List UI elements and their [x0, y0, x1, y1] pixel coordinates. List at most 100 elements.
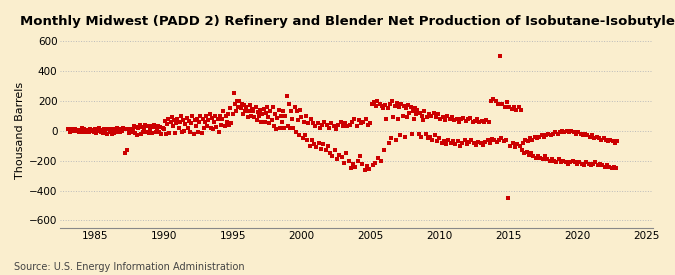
Point — [223, 122, 234, 127]
Point — [590, 160, 601, 164]
Point — [105, 130, 115, 135]
Point — [389, 104, 400, 108]
Point — [366, 102, 377, 107]
Point — [467, 120, 478, 125]
Point — [426, 114, 437, 118]
Point — [280, 114, 291, 118]
Point — [611, 166, 622, 170]
Point — [258, 107, 269, 111]
Point — [89, 127, 100, 131]
Point — [200, 114, 211, 119]
Point — [108, 127, 119, 131]
Point — [562, 161, 573, 166]
Point — [606, 166, 617, 170]
Point — [601, 163, 612, 167]
Point — [493, 138, 504, 142]
Point — [308, 121, 319, 125]
Point — [370, 161, 381, 165]
Point — [354, 118, 364, 122]
Point — [398, 104, 409, 108]
Point — [373, 155, 384, 160]
Point — [264, 121, 275, 125]
Point — [479, 120, 489, 125]
Point — [112, 130, 123, 134]
Point — [182, 116, 192, 120]
Point — [176, 114, 186, 118]
Point — [491, 140, 502, 144]
Point — [235, 106, 246, 110]
Point — [308, 142, 319, 146]
Point — [529, 134, 540, 139]
Point — [493, 102, 504, 107]
Point — [533, 154, 543, 158]
Point — [189, 118, 200, 122]
Point — [259, 120, 270, 125]
Point — [410, 106, 421, 110]
Point — [357, 161, 368, 166]
Point — [95, 130, 106, 134]
Point — [539, 154, 550, 158]
Point — [303, 121, 314, 125]
Point — [267, 105, 278, 110]
Point — [113, 127, 124, 131]
Point — [138, 130, 148, 134]
Point — [205, 125, 216, 130]
Point — [341, 151, 352, 155]
Point — [85, 127, 96, 131]
Point — [420, 131, 431, 136]
Point — [195, 114, 206, 118]
Point — [560, 160, 571, 164]
Point — [570, 131, 581, 136]
Point — [190, 124, 201, 128]
Point — [207, 116, 217, 120]
Point — [71, 129, 82, 133]
Point — [142, 124, 153, 128]
Point — [305, 117, 316, 121]
Point — [194, 120, 205, 125]
Point — [151, 130, 161, 135]
Point — [234, 98, 245, 103]
Point — [342, 124, 353, 128]
Point — [595, 161, 605, 166]
Point — [213, 130, 224, 134]
Point — [446, 141, 456, 145]
Point — [178, 118, 188, 122]
Point — [593, 163, 603, 167]
Point — [377, 104, 387, 108]
Point — [464, 140, 475, 144]
Point — [310, 124, 321, 128]
Point — [242, 115, 253, 119]
Point — [166, 115, 177, 119]
Point — [198, 125, 209, 130]
Point — [554, 157, 564, 161]
Point — [200, 119, 211, 124]
Point — [392, 101, 402, 105]
Point — [585, 163, 596, 167]
Point — [295, 108, 306, 112]
Point — [136, 125, 147, 129]
Point — [102, 131, 113, 136]
Point — [144, 127, 155, 131]
Point — [340, 121, 350, 125]
Point — [256, 119, 267, 124]
Point — [519, 151, 530, 155]
Point — [251, 118, 262, 122]
Point — [211, 125, 222, 129]
Point — [292, 109, 302, 113]
Point — [477, 143, 488, 147]
Point — [120, 127, 131, 131]
Point — [135, 131, 146, 136]
Point — [338, 124, 348, 128]
Point — [562, 128, 572, 133]
Point — [133, 126, 144, 131]
Point — [400, 134, 410, 139]
Point — [187, 114, 198, 119]
Point — [508, 141, 518, 145]
Point — [450, 142, 461, 146]
Point — [565, 160, 576, 164]
Point — [573, 130, 584, 134]
Point — [534, 134, 545, 139]
Point — [329, 148, 340, 152]
Point — [130, 131, 140, 135]
Point — [521, 149, 532, 154]
